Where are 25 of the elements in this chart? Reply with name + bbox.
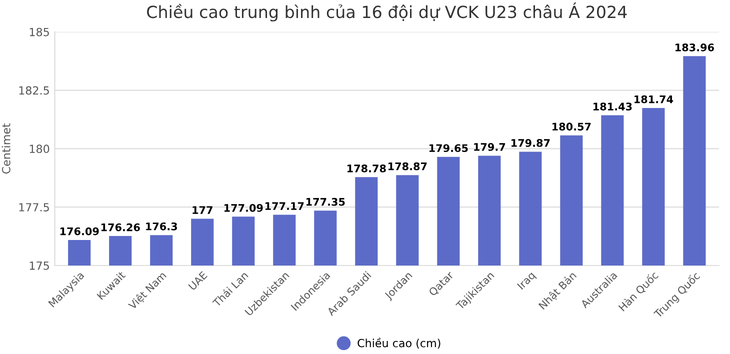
y-axis-title: Centimet [2, 123, 10, 174]
y-tick-label: 180 [30, 144, 50, 154]
y-tick-label: 177.5 [19, 203, 49, 212]
data-label: 177 [192, 206, 212, 214]
data-label: 177.09 [224, 204, 263, 212]
legend-label: Chiều cao (cm) [358, 338, 440, 349]
y-tick-label: 175 [30, 262, 49, 270]
data-label: 176.26 [101, 223, 140, 232]
data-label: 183.96 [676, 43, 714, 52]
chart-title: Chiều cao trung bình của 16 đội dự VCK U23 châu Á 2024 [147, 2, 627, 22]
data-label: 179.7 [474, 143, 506, 151]
data-label: 176.3 [146, 222, 178, 230]
y-tick-label: 182.5 [19, 86, 49, 95]
data-label: 181.43 [594, 102, 632, 110]
data-label: 180.57 [552, 122, 591, 131]
data-label: 181.74 [634, 95, 674, 104]
x-tick-label: Iraq [516, 271, 537, 292]
data-label: 176.09 [60, 227, 99, 236]
data-label: 178.78 [347, 164, 386, 172]
data-label: 179.87 [512, 139, 550, 147]
data-label: 177.35 [306, 198, 345, 206]
y-tick-label: 185 [30, 28, 49, 36]
data-label: 178.87 [388, 162, 427, 170]
data-label: 177.17 [265, 202, 304, 210]
data-label: 179.65 [429, 144, 468, 152]
